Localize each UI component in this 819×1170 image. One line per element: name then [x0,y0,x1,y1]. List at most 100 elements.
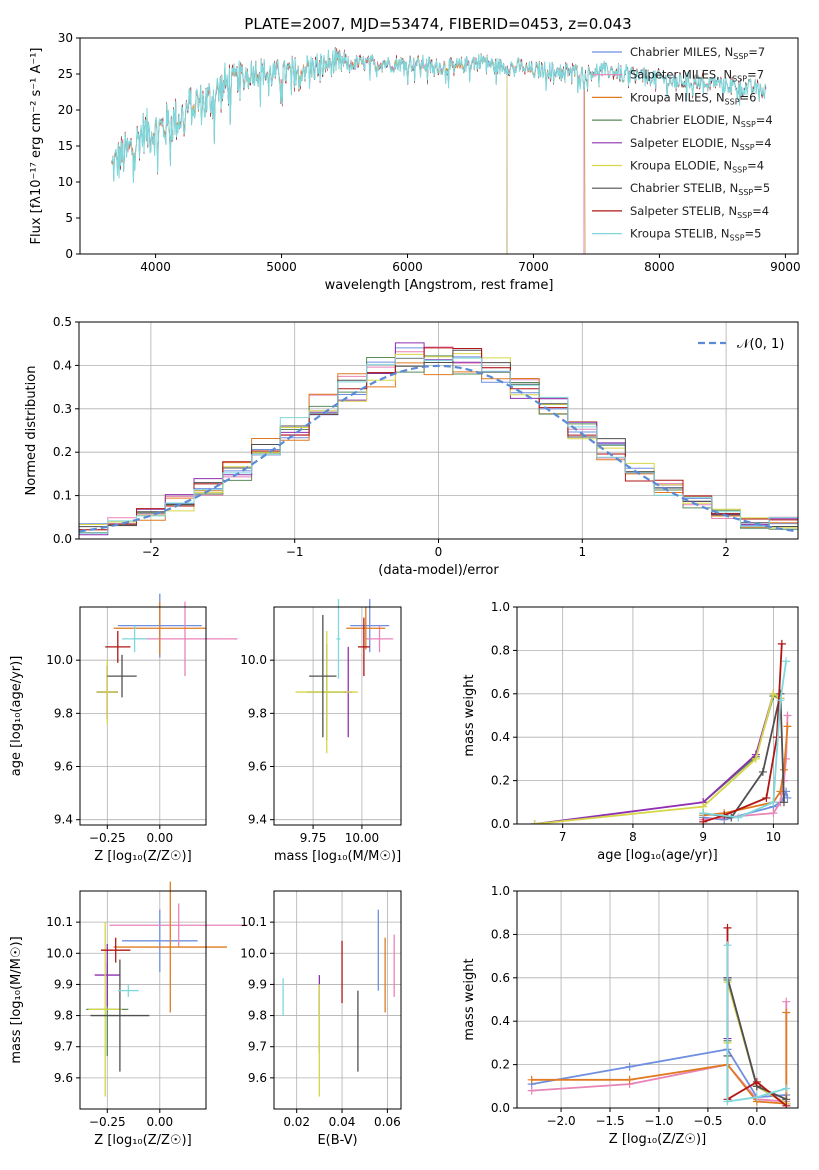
point-marker [723,923,732,932]
point-marker [699,809,708,818]
x-tick-label: 9000 [770,260,801,274]
axes-frame [516,890,799,1109]
x-axis-label: age [log₁₀(age/yr)] [597,848,718,863]
legend-text: Chabrier ELODIE, N [630,113,741,127]
mass-weight-lines [527,923,791,1108]
point-marker [751,754,760,763]
y-axis-label: Normed distribution [24,366,39,496]
y-tick-label: 10.0 [240,946,267,960]
spectrum-line-chabrier-elodie [142,51,508,254]
legend-text: Kroupa ELODIE, N [630,159,732,173]
point-marker [769,689,778,698]
legend-tail: =6 [740,90,757,104]
y-tick-label: 10.1 [46,915,73,929]
spectrum-line-salpeter-elodie [142,51,508,254]
y-tick-label: 0.1 [53,489,72,503]
point-marker [527,1086,536,1095]
y-tick-label: 0.2 [53,445,72,459]
y-tick-label: 25 [58,67,73,81]
spectrum-line-kroupa-elodie [142,51,508,254]
y-tick-label: 10.0 [46,653,73,667]
point-marker [762,793,771,802]
gaussian-curve [79,364,798,533]
y-tick-label: 9.6 [54,760,73,774]
legend-entry: Salpeter MILES, NSSP=7 [630,68,764,84]
legend-subscript: SSP [730,234,745,243]
y-tick-label: 0.4 [491,1014,510,1028]
y-tick-label: 9.8 [54,1009,73,1023]
y-tick-label: 9.9 [54,977,73,991]
x-tick-label: 8 [629,830,637,844]
point-marker [625,1075,634,1084]
x-axis-label: mass [log₁₀(M/M☉)] [274,849,401,864]
y-tick-label: 9.6 [248,760,267,774]
x-tick-label: 10.00 [345,831,379,845]
y-tick-label: 0.8 [491,643,510,657]
y-tick-label: 0.2 [491,1058,510,1072]
y-tick-label: 0.5 [53,315,72,329]
point-marker [769,798,778,807]
y-tick-label: 9.6 [248,1071,267,1085]
y-tick-label: 9.7 [248,1040,267,1054]
x-tick-label: 0.0 [747,1114,766,1128]
histogram-salpeter-miles [79,346,798,534]
y-axis-label: mass weight [462,674,477,756]
y-tick-label: 0.6 [491,971,510,985]
spectrum-line-kroupa-stelib [111,48,767,184]
line-chabrier-stelib [703,693,785,819]
x-tick-label: 10 [766,830,781,844]
histogram-kroupa-elodie [79,353,798,529]
y-tick-label: 0.4 [53,358,72,372]
legend-entry: Kroupa MILES, NSSP=6 [630,90,756,106]
y-tick-label: 9.7 [54,1040,73,1054]
x-tick-label: 0 [435,545,443,559]
legend-subscript: SSP [732,166,747,175]
x-tick-label: −0.25 [89,1115,126,1129]
x-tick-label: −2.0 [546,1114,575,1128]
legend-text: Salpeter MILES, N [630,68,732,82]
line-salpeter-elodie [534,692,781,824]
point-marker [782,1101,791,1108]
y-tick-label: 20 [58,103,73,117]
y-tick-label: 0.0 [491,1101,510,1115]
point-marker [777,639,786,648]
legend-entry: Chabrier ELODIE, NSSP=4 [630,113,773,129]
legend-tail: =7 [748,45,765,59]
point-marker [779,798,788,807]
legend-entry: Salpeter ELODIE, NSSP=4 [630,136,772,152]
y-tick-label: 9.9 [248,977,267,991]
x-tick-label: 7 [559,830,567,844]
x-tick-label: 0.06 [374,1115,401,1129]
line-kroupa-stelib [726,945,787,1103]
legend-text: Salpeter ELODIE, N [630,136,740,150]
y-tick-label: 10.0 [46,946,73,960]
y-axis-label: Flux [fλ10⁻¹⁷ erg cm⁻² s⁻¹ A⁻¹] [29,48,44,245]
point-marker [776,696,785,705]
x-tick-label: 0.04 [329,1115,356,1129]
spectrum-line-kroupa-miles [111,53,586,254]
axes-frame [516,606,799,825]
y-tick-label: 0.8 [491,927,510,941]
legend-tail: =4 [756,113,773,127]
point-marker [734,813,743,822]
axes-frame [79,37,799,255]
histogram-kroupa-stelib [79,357,798,534]
legend-text: Kroupa MILES, N [630,90,725,104]
x-tick-label: −2 [142,545,160,559]
x-tick-label: 6000 [392,260,423,274]
legend-subscript: SSP [725,97,740,106]
legend-entry: Kroupa ELODIE, NSSP=4 [630,159,764,175]
x-axis-label: Z [log₁₀(Z/Z☉)] [94,849,191,864]
spectrum-line-salpeter-miles [111,51,585,254]
y-axis-label: mass [log₁₀(M/M☉)] [9,936,24,1063]
legend-subscript: SSP [740,143,755,152]
x-tick-label: 9 [699,830,707,844]
x-axis-label: wavelength [Angstrom, rest frame] [325,278,554,293]
histogram-salpeter-stelib [79,347,798,531]
spectrum-lines [111,46,767,254]
x-tick-label: −0.5 [693,1114,722,1128]
y-tick-label: 1.0 [491,600,510,614]
y-tick-label: 0.4 [491,730,510,744]
